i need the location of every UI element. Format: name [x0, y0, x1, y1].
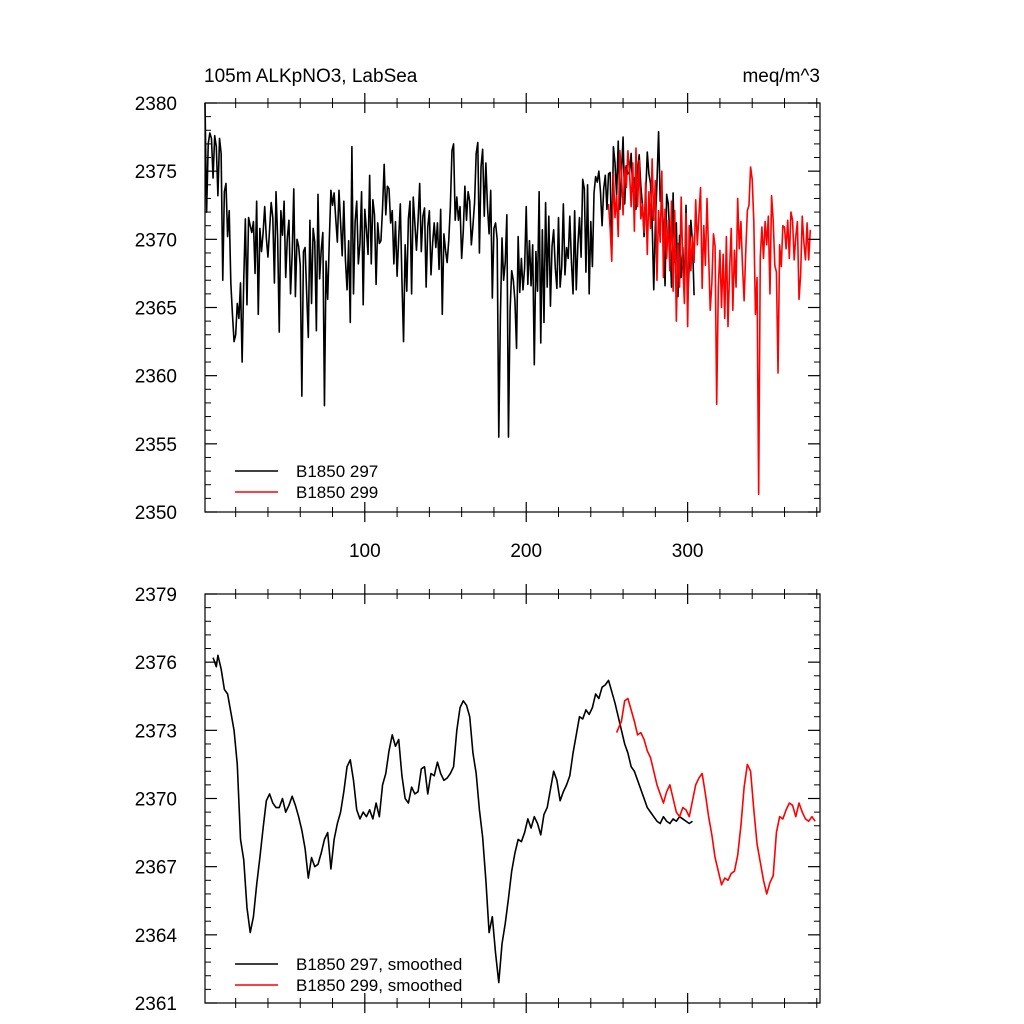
bottom-legend-label-1: B1850 297, smoothed	[296, 955, 462, 974]
bottom-ytick-label: 2370	[135, 790, 177, 811]
bottom-panel-axes: 2361 2364 2367 2370 2373 2376 2379	[135, 584, 821, 1015]
top-panel-axes: 100 200 300 2350 2355 2360 2365 2370 2375 2380	[135, 93, 821, 562]
bottom-ytick-label: 2376	[135, 653, 177, 674]
top-ytick-label: 2365	[135, 299, 177, 320]
top-panel-units: meq/m^3	[742, 66, 820, 87]
top-xtick-label: 100	[349, 541, 381, 562]
bottom-ytick-label: 2361	[135, 994, 177, 1015]
top-ytick-label: 2350	[135, 503, 177, 524]
bottom-panel: 2361 2364 2367 2370 2373 2376 2379 B1850 297, …	[135, 584, 821, 1015]
top-legend-label-2: B1850 299	[296, 483, 378, 502]
top-xtick-label: 300	[672, 541, 704, 562]
bottom-series-line-2	[615, 697, 816, 895]
top-series-line-2	[607, 147, 812, 496]
bottom-ytick-label: 2379	[135, 585, 177, 606]
top-xtick-label: 200	[510, 541, 542, 562]
top-ytick-label: 2375	[135, 162, 177, 183]
top-panel-series	[204, 102, 812, 496]
top-panel: 105m ALKpNO3, LabSea meq/m^3 100 200 300 23…	[135, 66, 821, 562]
bottom-ytick-label: 2367	[135, 858, 177, 879]
top-ytick-label: 2360	[135, 367, 177, 388]
top-panel-title: 105m ALKpNO3, LabSea	[204, 66, 418, 87]
bottom-panel-series	[212, 654, 816, 984]
bottom-ytick-label: 2364	[135, 926, 178, 947]
bottom-series-line-1	[212, 654, 693, 984]
top-ytick-label: 2380	[135, 94, 177, 115]
bottom-legend-label-2: B1850 299, smoothed	[296, 976, 462, 995]
top-panel-legend: B1850 297 B1850 299	[235, 462, 378, 502]
top-ytick-label: 2370	[135, 230, 177, 251]
top-legend-label-1: B1850 297	[296, 462, 378, 481]
bottom-panel-legend: B1850 297, smoothed B1850 299, smoothed	[235, 955, 462, 995]
bottom-ytick-label: 2373	[135, 721, 177, 742]
top-ytick-label: 2355	[135, 435, 177, 456]
